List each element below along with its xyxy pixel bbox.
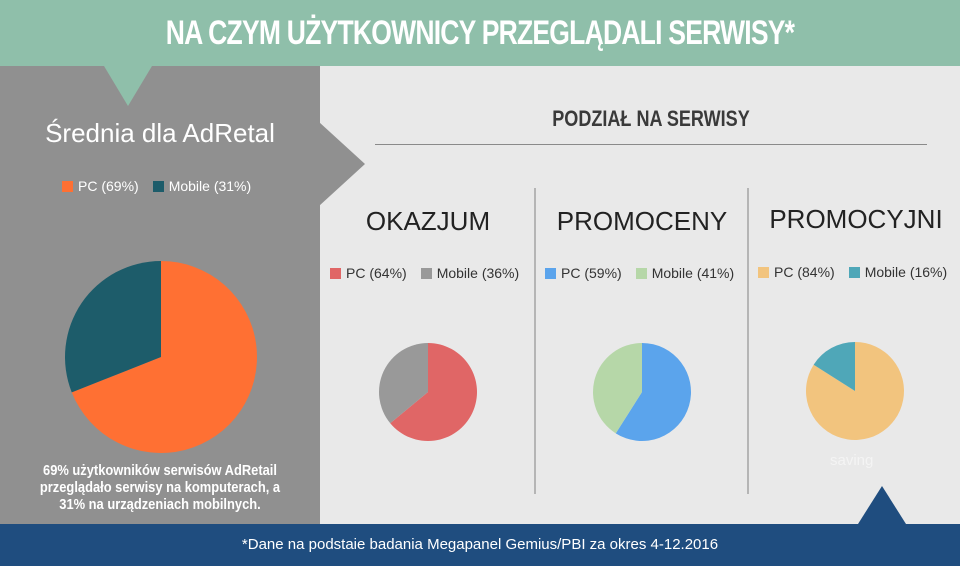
footer-bar	[0, 524, 960, 566]
header-banner	[0, 0, 960, 66]
service-title-okazjum: OKAZJUM	[365, 206, 491, 236]
pie-slice-pc	[71, 261, 257, 453]
service-title-promocyjni: PROMOCYJNI	[769, 204, 943, 234]
pie-slice-mobile	[813, 342, 855, 391]
okazjum-legend: PC (64%) Mobile (36%)	[330, 265, 519, 281]
promocyjni-legend: PC (84%) Mobile (16%)	[758, 264, 947, 280]
legend-swatch-pc	[545, 267, 556, 279]
legend-swatch-pc	[330, 267, 341, 279]
service-title-promoceny: PROMOCENY	[556, 206, 728, 236]
page-title: NA CZYM UŻYTKOWNICY PRZEGLĄDALI SERWISY*	[165, 14, 795, 52]
section-title: PODZIAŁ NA SERWISY	[552, 106, 750, 131]
legend-swatch-mobile	[848, 266, 860, 278]
pie-slice-mobile	[64, 261, 161, 393]
legend-swatch-pc	[758, 266, 769, 278]
column-divider	[534, 188, 536, 494]
section-divider	[375, 144, 927, 145]
footer-pointer	[858, 486, 906, 524]
legend-label-mobile: Mobile (31%)	[168, 178, 252, 194]
legend-label-mobile: Mobile (16%)	[864, 264, 948, 280]
legend-label-pc: PC (64%)	[346, 265, 407, 281]
pie-slice-pc	[805, 342, 904, 440]
legend-label-pc: PC (84%)	[774, 264, 835, 280]
legend-swatch-mobile	[420, 267, 432, 279]
promoceny-legend: PC (59%) Mobile (41%)	[545, 265, 734, 281]
legend-label-pc: PC (59%)	[561, 265, 622, 281]
legend-label-mobile: Mobile (41%)	[651, 265, 735, 281]
column-divider	[747, 188, 749, 494]
legend-swatch-mobile	[152, 180, 164, 192]
header-pointer	[104, 66, 152, 106]
panel-pointer	[319, 122, 365, 206]
legend-label-mobile: Mobile (36%)	[436, 265, 520, 281]
pie-slice-pc	[390, 343, 477, 442]
legend-label-pc: PC (69%)	[78, 178, 139, 194]
saving-overlay-text: saving	[830, 452, 874, 469]
legend-swatch-mobile	[635, 267, 647, 279]
pie-slice-mobile	[378, 343, 428, 424]
average-description: 69% użytkowników serwisów AdRetail przeg…	[39, 462, 281, 513]
pie-slice-pc	[615, 343, 692, 441]
average-title: Średnia dla AdRetal	[45, 118, 275, 148]
average-legend: PC (69%) Mobile (31%)	[62, 178, 251, 194]
footer-note: *Dane na podstaie badania Megapanel Gemi…	[241, 536, 719, 553]
pie-slice-mobile	[593, 343, 642, 434]
legend-swatch-pc	[62, 180, 73, 192]
